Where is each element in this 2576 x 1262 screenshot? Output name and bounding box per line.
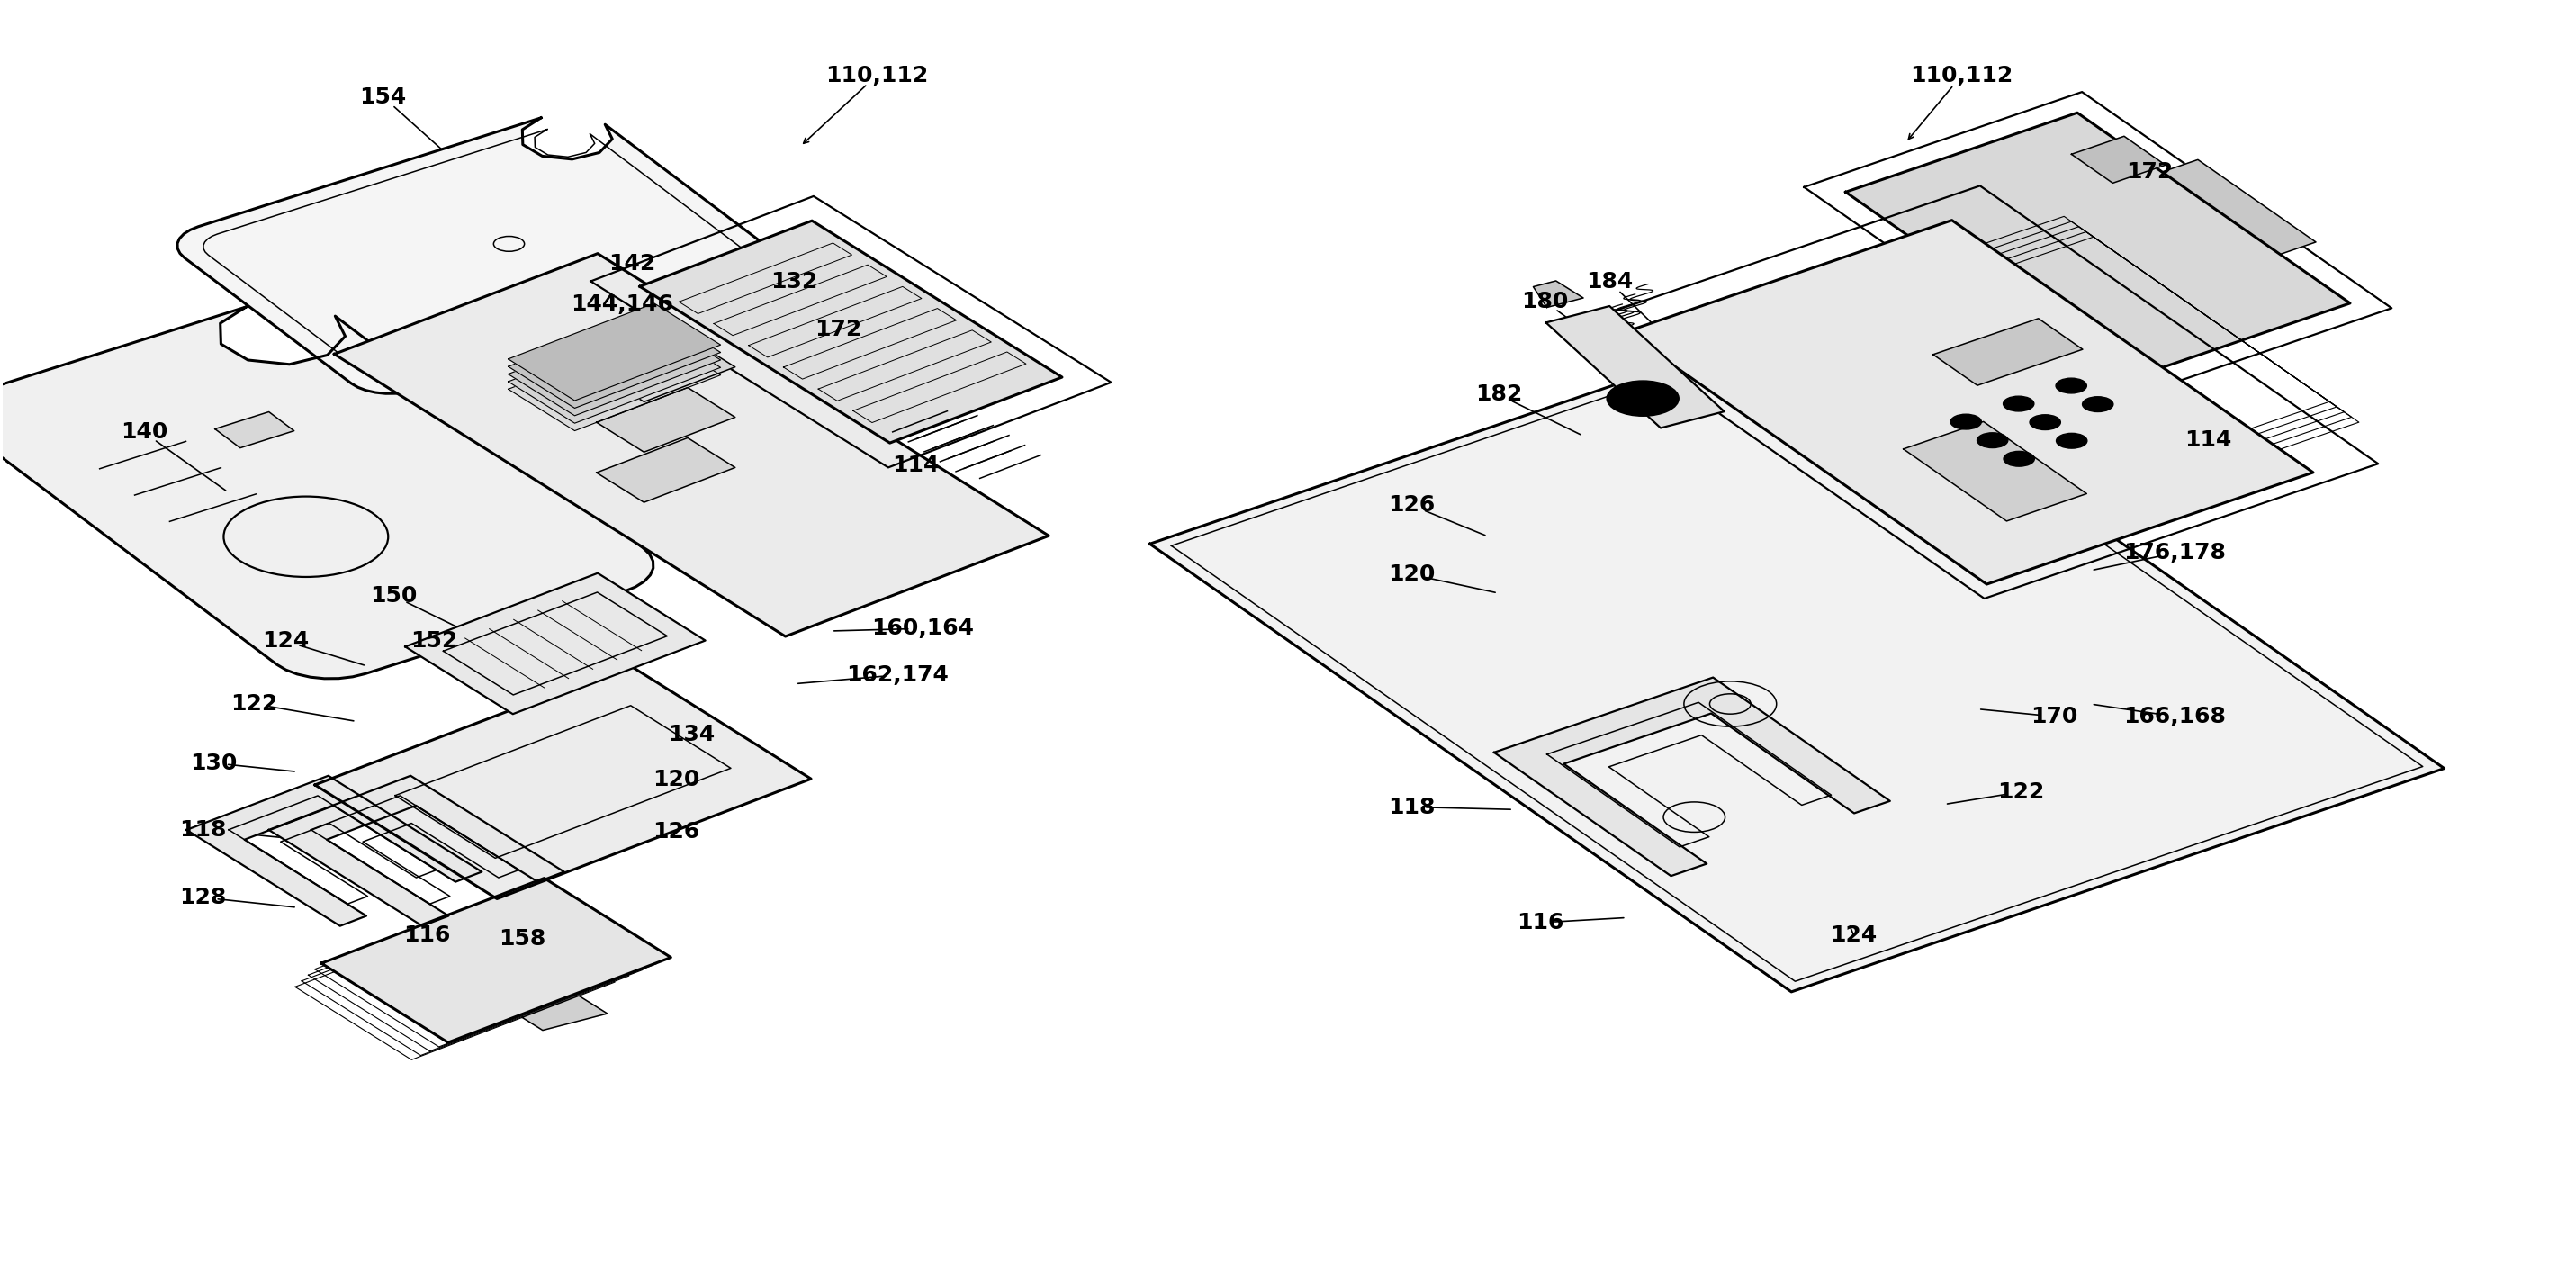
Polygon shape (185, 776, 482, 926)
Text: 118: 118 (180, 819, 227, 840)
Text: 144,146: 144,146 (572, 293, 672, 316)
Polygon shape (1904, 422, 2087, 521)
Text: 152: 152 (412, 630, 459, 652)
Text: 114: 114 (891, 454, 938, 476)
Polygon shape (507, 326, 721, 423)
Circle shape (2004, 396, 2035, 411)
Polygon shape (1932, 318, 2081, 385)
Polygon shape (0, 307, 654, 679)
Polygon shape (507, 303, 721, 400)
Text: 126: 126 (652, 822, 701, 843)
Text: 124: 124 (1829, 924, 1878, 946)
Text: 184: 184 (1587, 271, 1633, 293)
Circle shape (2056, 433, 2087, 448)
Polygon shape (178, 117, 778, 394)
Circle shape (1607, 381, 1680, 416)
Polygon shape (1494, 678, 1891, 876)
Text: 114: 114 (2184, 429, 2231, 451)
Text: 110,112: 110,112 (824, 64, 927, 86)
Text: 116: 116 (1517, 912, 1564, 934)
Text: 170: 170 (2030, 705, 2079, 727)
Text: 142: 142 (608, 254, 657, 275)
Polygon shape (507, 333, 721, 430)
Text: 122: 122 (1996, 781, 2045, 803)
Circle shape (2056, 379, 2087, 394)
Text: 132: 132 (770, 271, 819, 293)
Polygon shape (598, 438, 734, 502)
Circle shape (2081, 396, 2112, 411)
Text: 158: 158 (497, 928, 546, 950)
Text: 154: 154 (361, 86, 407, 107)
Text: 130: 130 (191, 752, 237, 774)
Text: 160,164: 160,164 (871, 617, 974, 640)
Polygon shape (507, 310, 721, 408)
Polygon shape (1546, 307, 1723, 428)
Polygon shape (214, 411, 294, 448)
Polygon shape (1625, 220, 2313, 584)
Text: 140: 140 (121, 422, 167, 443)
Polygon shape (507, 318, 721, 415)
Polygon shape (268, 776, 564, 926)
Text: 182: 182 (1476, 384, 1522, 405)
Circle shape (1950, 414, 1981, 429)
Text: 180: 180 (1522, 290, 1569, 313)
Polygon shape (314, 665, 811, 899)
Polygon shape (404, 573, 706, 714)
Text: 172: 172 (2125, 162, 2172, 183)
Circle shape (2030, 415, 2061, 430)
Text: 120: 120 (652, 769, 701, 790)
Text: 120: 120 (1388, 564, 1435, 586)
Text: 176,178: 176,178 (2123, 543, 2226, 564)
Text: 122: 122 (232, 693, 278, 714)
Polygon shape (1533, 281, 1584, 308)
Polygon shape (322, 878, 670, 1042)
Polygon shape (598, 337, 734, 401)
Polygon shape (1149, 321, 2445, 992)
Polygon shape (335, 254, 1048, 636)
Text: 118: 118 (1388, 796, 1435, 818)
Text: 116: 116 (404, 924, 451, 946)
Polygon shape (1893, 251, 2048, 346)
Text: 134: 134 (667, 723, 716, 745)
Polygon shape (1844, 112, 2349, 382)
Text: 124: 124 (263, 630, 309, 652)
Text: 166,168: 166,168 (2123, 705, 2226, 727)
Text: 126: 126 (1388, 495, 1435, 516)
Polygon shape (523, 996, 608, 1030)
Circle shape (2004, 452, 2035, 467)
Circle shape (1976, 433, 2007, 448)
Polygon shape (2071, 136, 2166, 183)
Text: 110,112: 110,112 (1911, 64, 2012, 86)
Text: 172: 172 (814, 318, 860, 341)
Polygon shape (639, 221, 1061, 443)
Text: 128: 128 (180, 887, 227, 909)
Text: 162,174: 162,174 (845, 664, 948, 685)
Polygon shape (2161, 160, 2316, 255)
Text: 150: 150 (371, 586, 417, 607)
Polygon shape (598, 387, 734, 452)
